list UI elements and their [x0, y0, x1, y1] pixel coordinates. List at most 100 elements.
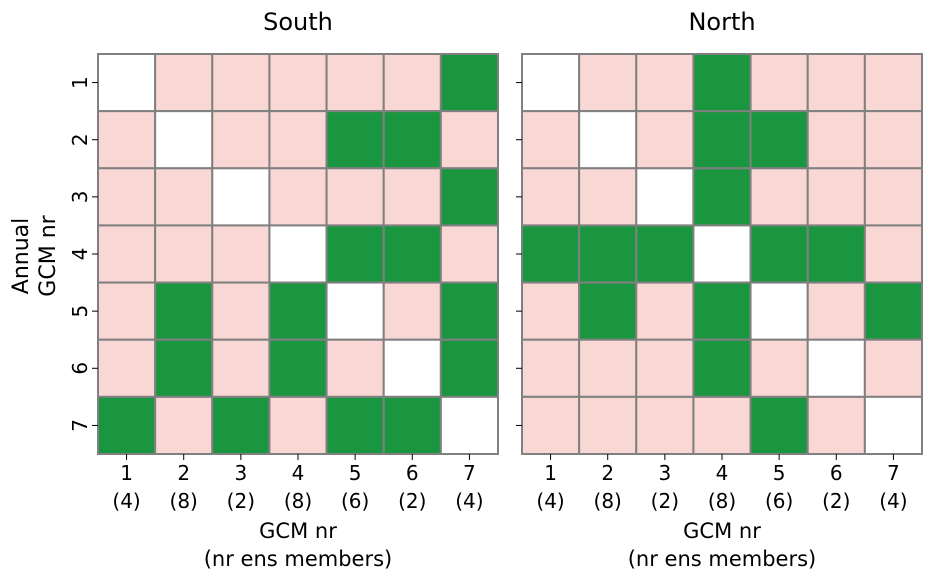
- heatmap-cell: [211, 224, 271, 284]
- heatmap-cell: [154, 224, 214, 284]
- heatmap-cell: [863, 395, 923, 456]
- y-axis-label-line-2: GCM nr: [36, 214, 61, 296]
- heatmap-cell: [692, 167, 752, 227]
- y-tick-label: 1: [68, 76, 92, 89]
- heatmap-cell: [521, 224, 581, 284]
- x-tick-label: 1: [120, 461, 133, 485]
- panel-north: North 1 (4) 2 (8) 3 (2) 4 (8) 5 (6) 6 (2) 7 (4) GCM nr (…: [516, 8, 923, 571]
- x-tick-label: 7: [887, 461, 900, 485]
- heatmap-cell: [578, 224, 638, 284]
- heatmap-cell: [521, 110, 581, 170]
- heatmap-cell: [521, 53, 581, 113]
- heatmap-cell: [863, 167, 923, 227]
- heatmap-cell: [382, 53, 442, 113]
- heatmap-cell: [749, 167, 809, 227]
- heatmap-cell: [97, 224, 157, 284]
- heatmap-cell: [268, 110, 328, 170]
- heatmap-cell: [806, 281, 866, 341]
- heatmap-cell: [806, 53, 866, 113]
- heatmap-cell: [382, 395, 442, 456]
- heatmap-cell: [325, 110, 385, 170]
- heatmap-cell: [439, 224, 500, 284]
- heatmap-cell: [578, 395, 638, 456]
- heatmap-cell: [692, 53, 752, 113]
- heatmap-cell: [806, 395, 866, 456]
- x-tick-label: 6: [406, 461, 419, 485]
- x-tick-sublabel: (8): [594, 489, 622, 513]
- panel-south: South 1 (4) 2 (8) 3 (2) 4 (8) 5 (6) 6 (2) 7 (4) 1 2 3 4 5 6 7…: [68, 8, 500, 571]
- x-tick-sublabel: (6): [765, 489, 793, 513]
- heatmap-cell: [211, 395, 271, 456]
- heatmap-cell: [325, 167, 385, 227]
- heatmap-cell: [806, 224, 866, 284]
- heatmap-cell: [863, 281, 923, 341]
- heatmap-cell: [521, 167, 581, 227]
- heatmap-cell: [578, 167, 638, 227]
- heatmap-cell: [692, 224, 752, 284]
- heatmap-cell: [97, 167, 157, 227]
- x-tick-label: 3: [658, 461, 671, 485]
- heatmap-cell: [211, 167, 271, 227]
- x-tick-label: 5: [773, 461, 786, 485]
- heatmap-cell: [97, 281, 157, 341]
- heatmap-cell: [97, 338, 157, 398]
- heatmap-cell: [635, 167, 695, 227]
- y-tick-label: 4: [68, 248, 92, 261]
- heatmap-cell: [578, 338, 638, 398]
- heatmap-cell: [439, 281, 500, 341]
- heatmap-cell: [439, 167, 500, 227]
- x-tick-label: 4: [716, 461, 729, 485]
- heatmap-cell: [749, 53, 809, 113]
- y-tick-label: 2: [68, 133, 92, 146]
- heatmap-cell: [692, 281, 752, 341]
- heatmap-cell: [154, 167, 214, 227]
- heatmap-cell: [154, 110, 214, 170]
- heatmap-cell: [382, 281, 442, 341]
- heatmap-cell: [211, 110, 271, 170]
- x-axis-label-line-1: GCM nr: [683, 519, 761, 543]
- x-tick-label: 7: [463, 461, 476, 485]
- heatmap-cell: [268, 224, 328, 284]
- heatmap-cell: [806, 110, 866, 170]
- x-tick-label: 1: [544, 461, 557, 485]
- heatmap-cell: [382, 224, 442, 284]
- heatmap-cell: [521, 338, 581, 398]
- x-tick-sublabel: (2): [227, 489, 255, 513]
- heatmap-cell: [268, 338, 328, 398]
- x-axis-label-line-2: (nr ens members): [204, 547, 393, 571]
- x-tick-label: 4: [292, 461, 305, 485]
- heatmap-cell: [635, 224, 695, 284]
- heatmap-cell: [268, 395, 328, 456]
- panel-title: South: [263, 8, 333, 36]
- heatmap-cell: [439, 338, 500, 398]
- heatmap-cell: [863, 53, 923, 113]
- heatmap-cell: [325, 281, 385, 341]
- heatmap-cell: [692, 395, 752, 456]
- x-tick-sublabel: (4): [455, 489, 483, 513]
- x-tick-sublabel: (6): [341, 489, 369, 513]
- heatmap-cell: [578, 281, 638, 341]
- heatmap-cell: [325, 338, 385, 398]
- heatmap-cell: [749, 281, 809, 341]
- heatmap-cell: [863, 110, 923, 170]
- x-tick-sublabel: (2): [398, 489, 426, 513]
- panel-title: North: [688, 8, 755, 36]
- heatmap-cell: [692, 110, 752, 170]
- heatmap-cell: [635, 110, 695, 170]
- heatmap-cell: [439, 53, 500, 113]
- x-tick-sublabel: (4): [879, 489, 907, 513]
- heatmap-cell: [382, 338, 442, 398]
- x-tick-label: 2: [601, 461, 614, 485]
- y-tick-label: 7: [68, 419, 92, 432]
- heatmap-cell: [749, 224, 809, 284]
- heatmap-cell: [578, 53, 638, 113]
- heatmap-cell: [154, 53, 214, 113]
- heatmap-cell: [749, 338, 809, 398]
- x-axis-label-line-1: GCM nr: [259, 519, 337, 543]
- heatmap-cell: [268, 281, 328, 341]
- x-axis-label-line-2: (nr ens members): [628, 547, 817, 571]
- x-tick-sublabel: (8): [708, 489, 736, 513]
- heatmap-cell: [325, 395, 385, 456]
